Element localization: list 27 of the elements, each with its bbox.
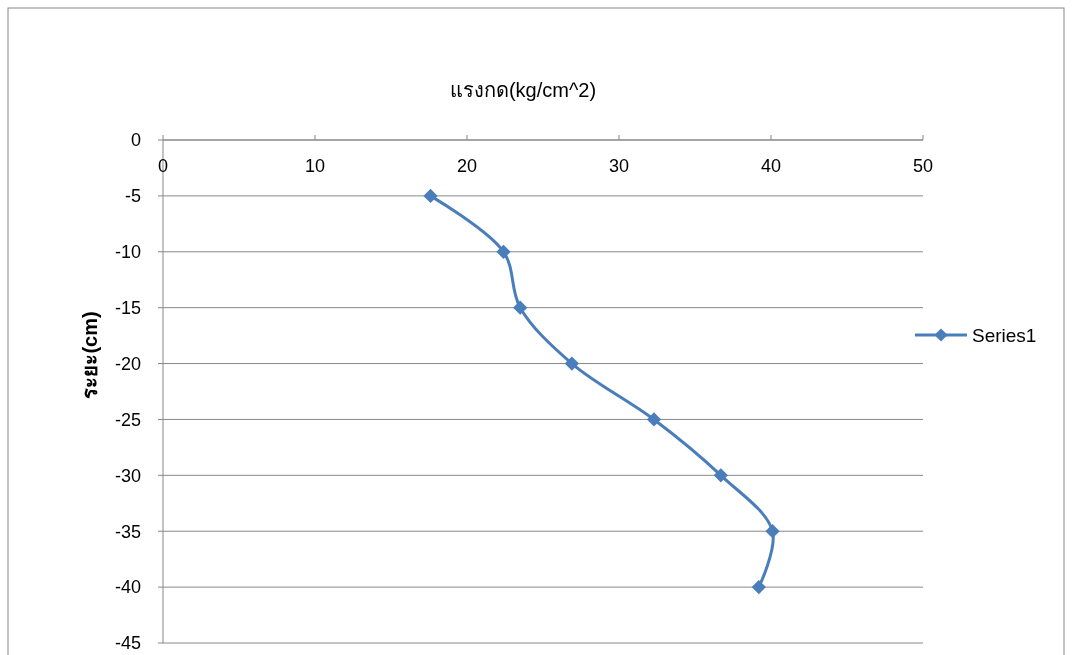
- point: [713, 468, 728, 483]
- x-tick-label: 30: [608, 156, 630, 176]
- y-tick-label: -10: [114, 242, 141, 263]
- x-axis-title: แรงกด(kg/cm^2): [449, 79, 597, 101]
- y-axis-title: ระยะ(cm): [79, 311, 101, 399]
- point: [751, 579, 766, 595]
- point: [646, 412, 662, 427]
- point: [423, 188, 438, 204]
- x-tick-label: 40: [760, 156, 782, 176]
- legend-label: Series1: [972, 324, 1037, 346]
- y-tick-label: 0: [130, 130, 141, 151]
- y-tick-label: -25: [114, 409, 141, 430]
- y-tick-label: -35: [114, 521, 141, 542]
- point: [513, 300, 528, 315]
- y-tick-label: -15: [114, 297, 141, 318]
- x-tick-label: 50: [912, 156, 934, 176]
- point: [496, 244, 511, 259]
- x-tick-label: 20: [456, 156, 478, 176]
- point: [564, 356, 580, 371]
- x-tick-label: 0: [157, 156, 169, 176]
- y-tick-label: -20: [114, 353, 141, 374]
- y-tick-label: -30: [114, 465, 141, 486]
- y-tick-label: -45: [114, 633, 141, 654]
- y-tick-label: -5: [124, 186, 141, 207]
- x-tick-label: 10: [304, 156, 326, 176]
- y-tick-label: -40: [114, 577, 141, 598]
- point: [765, 524, 780, 539]
